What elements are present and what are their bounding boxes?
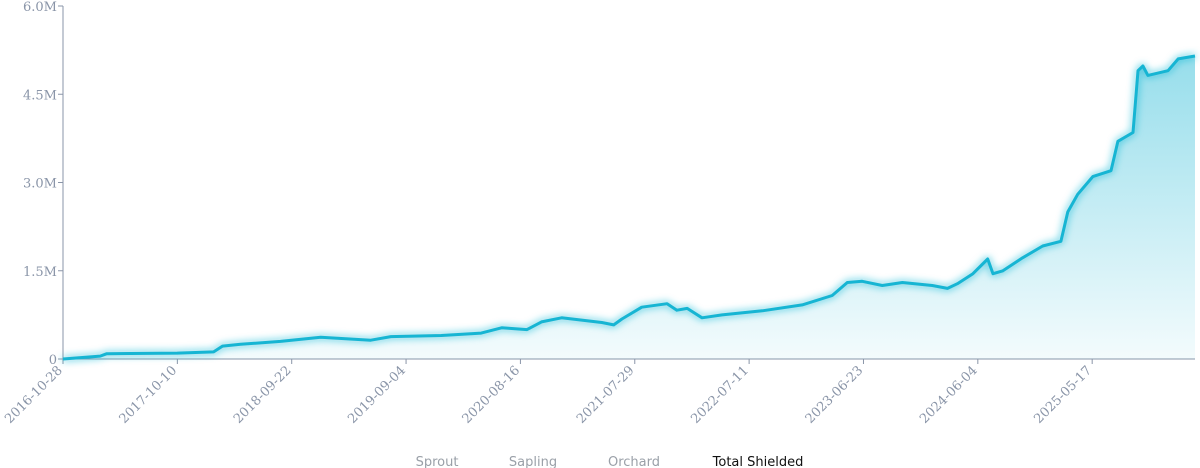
x-tick-label: 2017-10-10 bbox=[117, 363, 181, 427]
area bbox=[63, 56, 1195, 359]
y-tick-label: 3.0M bbox=[23, 177, 57, 192]
y-tick-label: 1.5M bbox=[23, 265, 57, 280]
y-tick-label: 6.0M bbox=[23, 0, 57, 15]
x-tick-label: 2016-10-28 bbox=[2, 363, 66, 427]
x-tick-label: 2023-06-23 bbox=[803, 363, 867, 427]
x-tick-label: 2021-07-29 bbox=[574, 363, 638, 427]
y-tick-label: 4.5M bbox=[23, 88, 57, 103]
x-tick-label: 2020-08-16 bbox=[460, 363, 524, 427]
legend-item[interactable]: Orchard bbox=[608, 455, 660, 468]
x-tick-label: 2018-09-22 bbox=[231, 363, 295, 427]
legend-item[interactable]: Sprout bbox=[416, 455, 459, 468]
x-tick-label: 2019-09-04 bbox=[345, 363, 409, 427]
line bbox=[62, 54, 1196, 361]
y-tick-label: 0 bbox=[49, 353, 57, 368]
x-tick-label: 2022-07-11 bbox=[688, 363, 752, 427]
x-tick-label: 2024-06-04 bbox=[917, 363, 981, 427]
legend-item[interactable]: Sapling bbox=[509, 455, 557, 468]
legend-item[interactable]: Total Shielded bbox=[712, 455, 804, 468]
x-tick-label: 2025-05-17 bbox=[1031, 363, 1095, 427]
